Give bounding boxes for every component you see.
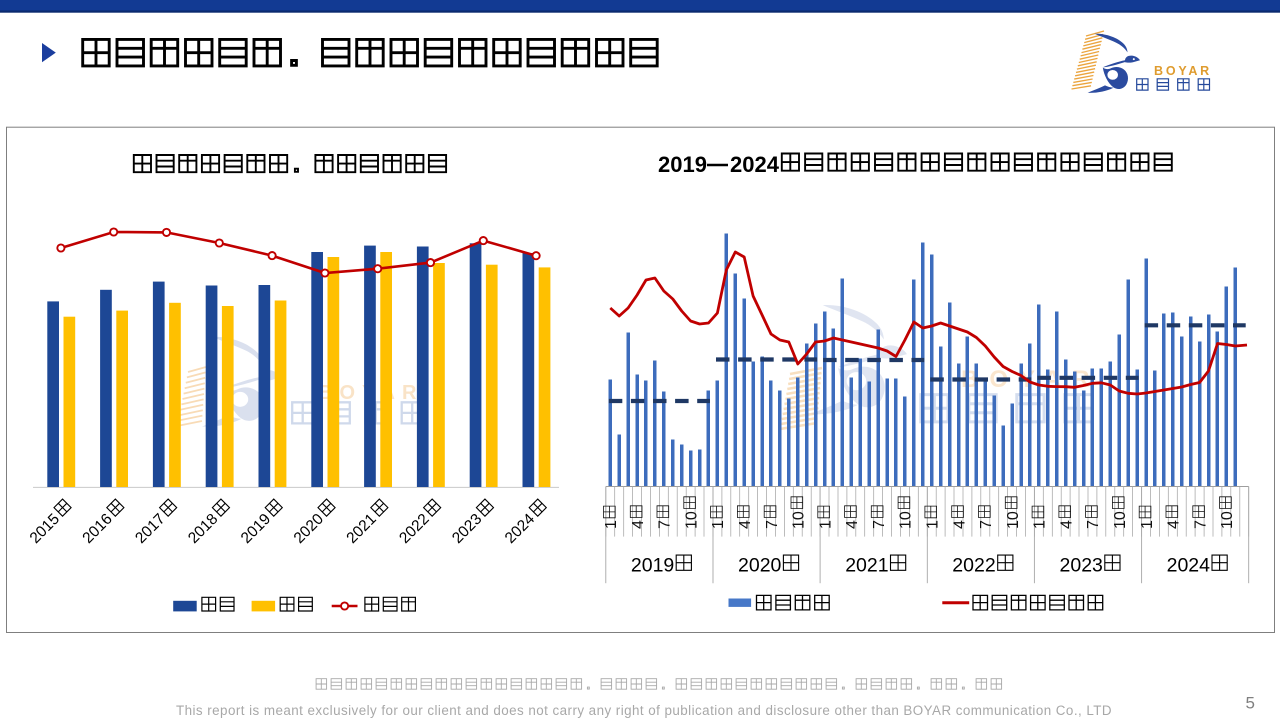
svg-text:2023: 2023 bbox=[1060, 555, 1103, 577]
svg-text:2019: 2019 bbox=[658, 152, 707, 177]
svg-text:BOYAR: BOYAR bbox=[1154, 64, 1212, 78]
svg-text:7: 7 bbox=[764, 520, 781, 529]
svg-text:10: 10 bbox=[1112, 511, 1129, 529]
svg-text:1: 1 bbox=[1139, 520, 1156, 529]
svg-text:2024: 2024 bbox=[1167, 555, 1211, 577]
svg-text:7: 7 bbox=[1192, 520, 1209, 529]
svg-text:10: 10 bbox=[1219, 511, 1236, 529]
svg-text:10: 10 bbox=[683, 511, 700, 529]
svg-text:1: 1 bbox=[925, 520, 942, 529]
svg-text:4: 4 bbox=[737, 520, 754, 529]
svg-text:2022: 2022 bbox=[952, 555, 995, 577]
svg-text:4: 4 bbox=[630, 520, 647, 529]
svg-text:2021: 2021 bbox=[845, 555, 888, 577]
svg-text:1: 1 bbox=[817, 520, 834, 529]
svg-text:7: 7 bbox=[657, 520, 674, 529]
svg-text:4: 4 bbox=[1059, 520, 1076, 529]
svg-text:10: 10 bbox=[898, 511, 915, 529]
svg-text:4: 4 bbox=[844, 520, 861, 529]
svg-text:This report is meant exclusive: This report is meant exclusively for our… bbox=[176, 703, 1112, 718]
svg-text:7: 7 bbox=[871, 520, 888, 529]
svg-text:2020: 2020 bbox=[738, 555, 782, 577]
svg-text:7: 7 bbox=[1085, 520, 1102, 529]
svg-text:5: 5 bbox=[1246, 694, 1255, 713]
svg-text:2024: 2024 bbox=[730, 152, 780, 177]
svg-text:4: 4 bbox=[1166, 520, 1183, 529]
svg-text:10: 10 bbox=[1005, 511, 1022, 529]
svg-text:1: 1 bbox=[1032, 520, 1049, 529]
svg-text:4: 4 bbox=[951, 520, 968, 529]
svg-text:2019: 2019 bbox=[631, 555, 674, 577]
svg-text:10: 10 bbox=[791, 511, 808, 529]
svg-text:7: 7 bbox=[978, 520, 995, 529]
svg-text:1: 1 bbox=[603, 520, 620, 529]
svg-text:1: 1 bbox=[710, 520, 727, 529]
